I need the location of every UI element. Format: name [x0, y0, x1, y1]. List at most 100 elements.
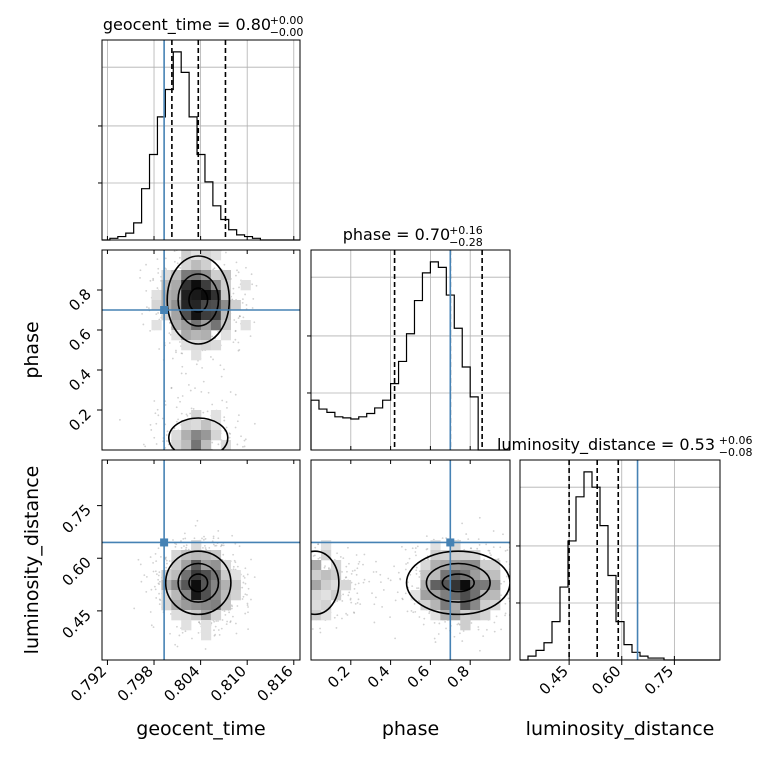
density-cell	[330, 560, 342, 571]
sample-point	[157, 582, 160, 585]
density-cell	[181, 420, 192, 431]
sample-point	[441, 537, 444, 540]
sample-point	[238, 349, 241, 351]
sample-point	[344, 576, 347, 579]
sample-point	[479, 649, 481, 652]
sample-point	[317, 557, 320, 560]
density-cell	[171, 610, 182, 621]
truth-marker	[160, 538, 169, 547]
sample-point	[412, 611, 415, 614]
density-cell	[450, 600, 461, 611]
sample-point	[237, 349, 240, 352]
sample-point	[149, 279, 152, 282]
density-cell	[330, 590, 342, 601]
y-tick-label: 0.6	[65, 325, 95, 355]
sample-point	[394, 599, 397, 602]
sample-point	[418, 600, 421, 603]
sample-point	[319, 631, 322, 634]
sample-point	[379, 581, 382, 584]
x-tick-label: 0.4	[364, 662, 394, 692]
sample-point	[328, 567, 330, 569]
sample-point	[149, 329, 152, 332]
sample-point	[373, 603, 376, 606]
sample-point	[236, 443, 239, 446]
sample-point	[253, 576, 256, 579]
sample-point	[152, 279, 155, 282]
sample-point	[358, 560, 361, 563]
sample-point	[173, 260, 176, 263]
density-cell	[220, 570, 231, 581]
sample-point	[173, 250, 176, 253]
sample-point	[237, 271, 240, 274]
sample-point	[242, 575, 245, 578]
sample-point	[217, 443, 220, 446]
panel-title-luminosity_distance: luminosity_distance = 0.53	[497, 435, 715, 455]
truth-marker	[160, 306, 169, 314]
sample-point	[118, 418, 121, 421]
density-cell	[161, 290, 172, 301]
sample-point	[156, 258, 159, 261]
sample-point	[164, 558, 167, 561]
sample-point	[175, 420, 178, 423]
sample-point	[415, 566, 418, 569]
sample-point	[213, 629, 215, 632]
sample-point	[232, 568, 235, 571]
sample-point	[190, 407, 193, 410]
density-cell	[420, 590, 431, 601]
density-cell	[201, 440, 212, 450]
sample-point	[218, 634, 221, 636]
sample-point	[225, 623, 228, 626]
sample-point	[141, 313, 144, 315]
sample-point	[185, 544, 188, 547]
sample-point	[230, 607, 233, 610]
sample-point	[164, 404, 167, 406]
density-cell	[460, 560, 471, 571]
sample-point	[213, 634, 216, 637]
sample-point	[489, 552, 491, 555]
sample-point	[184, 537, 187, 540]
density-cell	[191, 410, 202, 421]
histogram-phase	[310, 261, 510, 451]
sample-point	[170, 387, 173, 390]
density-cell	[171, 330, 182, 341]
density-cell	[470, 550, 481, 561]
sample-point	[350, 572, 353, 575]
sample-point	[231, 298, 234, 301]
density-cell	[181, 250, 192, 261]
sample-point	[247, 606, 249, 608]
density-cell	[191, 340, 202, 351]
histogram-luminosity_distance	[520, 471, 720, 661]
sample-point	[243, 439, 246, 442]
sample-point	[152, 277, 155, 280]
sample-point	[348, 591, 351, 594]
sample-point	[182, 537, 185, 540]
density-cell	[191, 550, 202, 561]
density-cell	[220, 300, 231, 311]
density-cell	[201, 320, 212, 331]
sample-point	[159, 599, 162, 602]
sample-point	[323, 566, 326, 569]
sample-point	[242, 445, 244, 448]
density-cell	[181, 310, 192, 321]
sample-point	[492, 530, 495, 532]
sample-point	[157, 267, 160, 270]
density-cell	[191, 590, 202, 601]
sample-point	[381, 606, 384, 608]
density-cell	[470, 560, 481, 571]
sample-point	[347, 546, 349, 549]
density-cell	[420, 570, 431, 581]
density-cell	[210, 280, 222, 291]
density-cell	[161, 280, 172, 291]
density-cell	[440, 550, 451, 561]
density-cell	[220, 310, 231, 321]
sample-point	[244, 582, 247, 585]
sample-point	[155, 313, 158, 316]
density-cell	[201, 310, 212, 321]
sample-point	[363, 578, 366, 581]
x-tick-label: 0.60	[588, 662, 624, 698]
sample-point	[485, 628, 488, 631]
density-cell	[210, 590, 222, 601]
sample-point	[179, 400, 181, 403]
density-cell	[181, 590, 192, 601]
sample-point	[150, 624, 153, 627]
